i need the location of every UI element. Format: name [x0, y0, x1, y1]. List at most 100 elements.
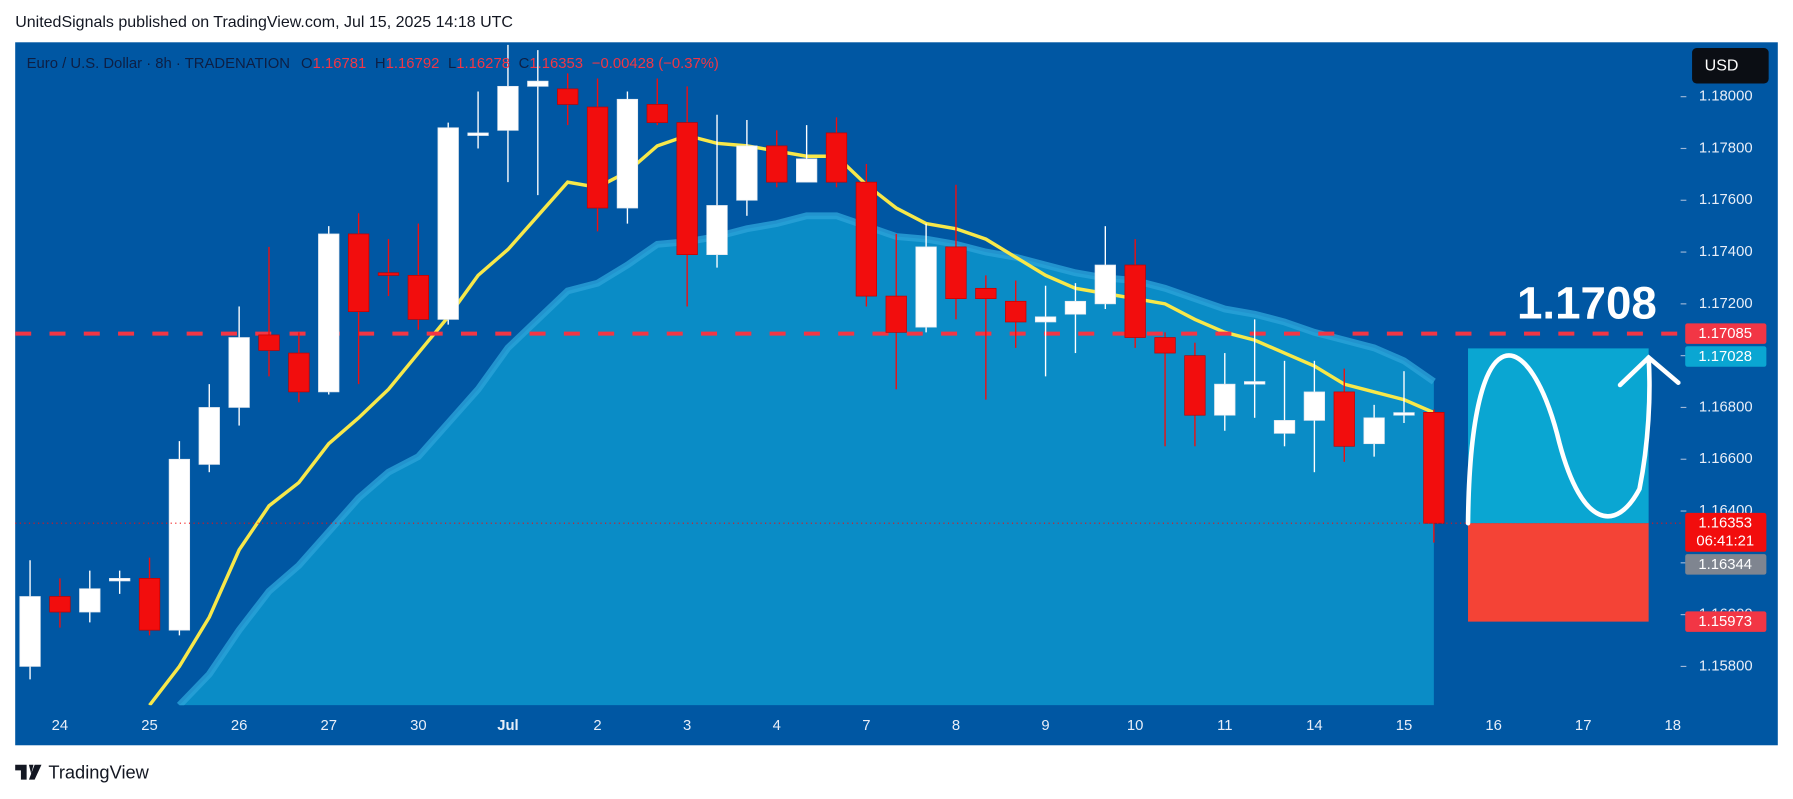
- candle-body: [1273, 420, 1296, 434]
- candle-body: [497, 85, 519, 131]
- x-tick-label: 14: [1306, 718, 1323, 734]
- candle-body: [1363, 417, 1385, 445]
- symbol: Euro / U.S. Dollar · 8h · TRADENATION: [27, 56, 290, 72]
- ma-area: [179, 215, 1434, 706]
- logo-mark: [15, 764, 42, 780]
- candle-body: [945, 246, 967, 300]
- price-tag: [1685, 323, 1767, 344]
- currency-button[interactable]: [1692, 48, 1769, 84]
- candle-body: [407, 275, 429, 320]
- price-tag-label: 1.15973: [1698, 614, 1752, 630]
- price-tag-label: 1.16353: [1698, 516, 1752, 532]
- high-value: 1.16792: [386, 56, 440, 72]
- close-label: C: [519, 56, 530, 72]
- low-label: L: [448, 56, 456, 72]
- price-tag: [1685, 512, 1767, 552]
- price-axis: 1.158001.160001.162001.164001.166001.168…: [1680, 89, 1767, 674]
- y-tick-label: 1.17400: [1699, 244, 1753, 260]
- candle-body: [796, 158, 818, 183]
- candle-body: [1393, 412, 1415, 416]
- candle-body: [766, 145, 788, 183]
- ma-area-edge: [176, 212, 1436, 706]
- candle-body: [676, 122, 698, 255]
- y-tick-label: 1.15800: [1699, 658, 1753, 674]
- y-tick-label: 1.17200: [1699, 296, 1753, 312]
- x-tick-label: 8: [952, 718, 960, 734]
- stop-zone: [1468, 523, 1649, 622]
- candle-body: [377, 272, 400, 276]
- change: −0.00428 (−0.37%): [592, 56, 719, 72]
- x-tick-label: 24: [52, 718, 69, 734]
- candle-body: [616, 98, 639, 209]
- x-tick-label: 2: [593, 718, 601, 734]
- ma-line: [148, 133, 1435, 706]
- candle-body: [198, 407, 220, 465]
- candle-body: [19, 596, 41, 667]
- y-tick-label: 1.16800: [1699, 399, 1753, 415]
- x-tick-label: 25: [141, 718, 158, 734]
- candle-body: [557, 88, 579, 105]
- high-label: H: [375, 56, 386, 72]
- candle-body: [138, 578, 161, 631]
- candle-body: [527, 80, 549, 87]
- candle-body: [228, 337, 250, 408]
- candle-body: [1154, 337, 1176, 354]
- y-tick-label: 1.16600: [1699, 451, 1753, 467]
- x-tick-label: 15: [1396, 718, 1413, 734]
- candle-body: [1303, 391, 1326, 421]
- candle-body: [915, 246, 937, 328]
- candle-body: [168, 458, 191, 631]
- price-tag-label: 1.17028: [1698, 349, 1752, 365]
- x-tick-label: Jul: [497, 718, 518, 734]
- candle-body: [1094, 264, 1116, 305]
- price-tag-label: 1.16344: [1698, 557, 1752, 573]
- candle-body: [1064, 300, 1087, 315]
- price-tag: [1685, 554, 1767, 575]
- x-tick-label: 18: [1665, 718, 1682, 734]
- candle-body: [318, 233, 340, 393]
- candle-body: [1423, 412, 1445, 524]
- x-tick-label: 7: [862, 718, 870, 734]
- open-label: O: [301, 56, 313, 72]
- candle-body: [1034, 316, 1057, 323]
- candle-body: [975, 287, 997, 300]
- x-tick-label: 4: [773, 718, 781, 734]
- candle-body: [49, 596, 71, 613]
- x-tick-label: 16: [1485, 718, 1502, 734]
- arrow-head: [1617, 354, 1681, 388]
- footer-logo: [15, 764, 42, 780]
- candle-body: [347, 233, 370, 312]
- candle-body: [109, 578, 131, 582]
- countdown: 06:41:21: [1696, 533, 1754, 549]
- candle-body: [646, 104, 668, 123]
- candle-body: [1184, 355, 1206, 416]
- x-tick-label: 11: [1217, 718, 1232, 734]
- path-arrow: [1465, 353, 1652, 526]
- low-value: 1.16278: [456, 56, 510, 72]
- candle-body: [1333, 391, 1355, 447]
- x-tick-label: 9: [1041, 718, 1049, 734]
- y-tick-label: 1.17600: [1699, 192, 1753, 208]
- x-tick-label: 3: [683, 718, 691, 734]
- currency-label[interactable]: USD: [1705, 58, 1739, 75]
- candle-body: [1005, 300, 1027, 323]
- candle-body: [258, 334, 280, 351]
- candle-body: [467, 132, 489, 136]
- candle-body: [736, 145, 758, 201]
- candle-body: [586, 106, 609, 209]
- candle-body: [1244, 381, 1266, 385]
- footer-brand: TradingView: [48, 762, 149, 783]
- candle-body: [288, 352, 310, 393]
- close-value: 1.16353: [529, 56, 583, 72]
- candle-body: [437, 127, 459, 320]
- ohlc-legend: Euro / U.S. Dollar · 8h · TRADENATION O 1…: [27, 56, 719, 72]
- x-tick-label: 26: [231, 718, 248, 734]
- x-tick-label: 30: [410, 718, 427, 734]
- x-tick-label: 10: [1127, 718, 1144, 734]
- header-title: UnitedSignals published on TradingView.c…: [15, 14, 513, 31]
- candle-body: [855, 181, 877, 297]
- plot: [15, 44, 1681, 706]
- candle-body: [825, 132, 848, 183]
